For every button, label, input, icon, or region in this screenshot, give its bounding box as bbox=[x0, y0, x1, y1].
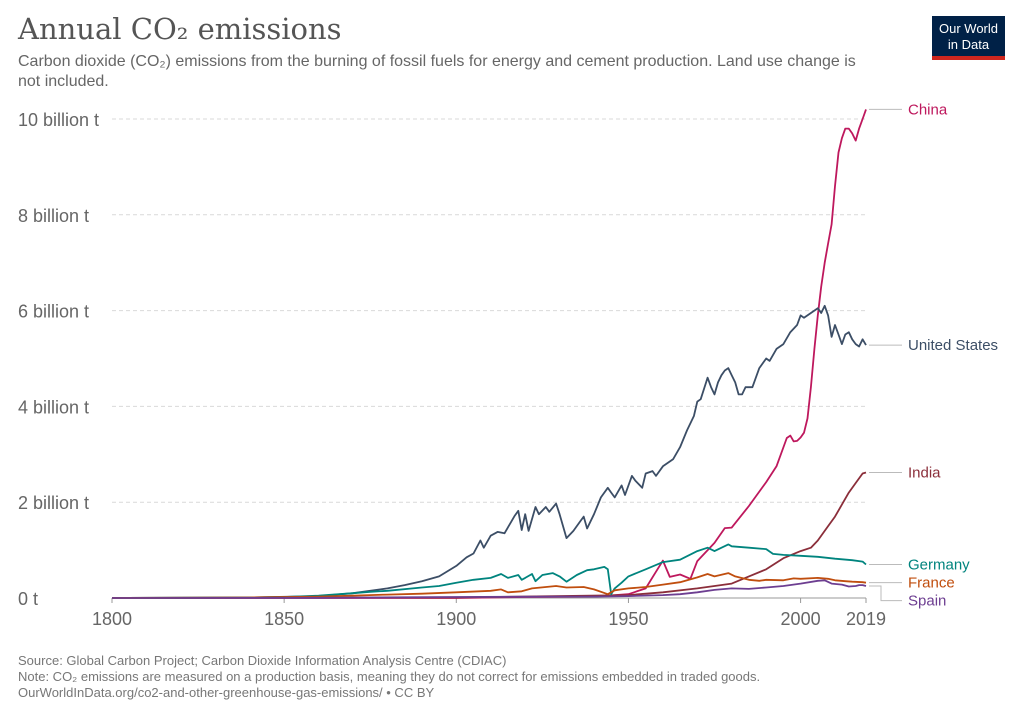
series-line-germany bbox=[111, 543, 867, 599]
y-tick-label: 8 billion t bbox=[18, 206, 89, 226]
series-label-united-states: United States bbox=[908, 337, 998, 354]
y-tick-label: 6 billion t bbox=[18, 302, 89, 322]
series-line-france bbox=[111, 572, 867, 599]
y-tick-label: 4 billion t bbox=[18, 397, 89, 417]
owid-logo[interactable]: Our World in Data bbox=[932, 16, 1005, 60]
y-tick-label: 2 billion t bbox=[18, 493, 89, 513]
logo-line-2: in Data bbox=[947, 37, 990, 52]
url-text: OurWorldInData.org/co2-and-other-greenho… bbox=[18, 685, 435, 700]
series-label-germany: Germany bbox=[908, 556, 970, 573]
y-tick-label: 0 t bbox=[18, 589, 38, 609]
series-line-spain bbox=[111, 579, 867, 599]
series-label-india: India bbox=[908, 465, 941, 482]
series-line-india bbox=[111, 471, 867, 599]
y-tick-label: 10 billion t bbox=[18, 110, 99, 130]
x-tick-label: 2019 bbox=[846, 609, 886, 629]
logo-line-1: Our World bbox=[939, 21, 998, 36]
series-label-france: France bbox=[908, 575, 955, 592]
x-tick-label: 1950 bbox=[608, 609, 648, 629]
x-tick-label: 2000 bbox=[781, 609, 821, 629]
label-connector-spain bbox=[869, 585, 902, 602]
series-label-spain: Spain bbox=[908, 593, 946, 610]
series-line-united-states bbox=[111, 304, 867, 599]
x-tick-label: 1900 bbox=[436, 609, 476, 629]
series-line-china bbox=[112, 109, 867, 599]
series-label-china: China bbox=[908, 101, 948, 118]
chart-footer: Source: Global Carbon Project; Carbon Di… bbox=[18, 653, 1008, 701]
note-text: Note: CO₂ emissions are measured on a pr… bbox=[18, 669, 761, 684]
x-tick-label: 1850 bbox=[264, 609, 304, 629]
x-tick-label: 1800 bbox=[92, 609, 132, 629]
source-text: Source: Global Carbon Project; Carbon Di… bbox=[18, 653, 507, 668]
chart-subtitle: Carbon dioxide (CO₂) emissions from the … bbox=[18, 53, 856, 90]
chart-title: Annual CO₂ emissions bbox=[18, 12, 342, 46]
